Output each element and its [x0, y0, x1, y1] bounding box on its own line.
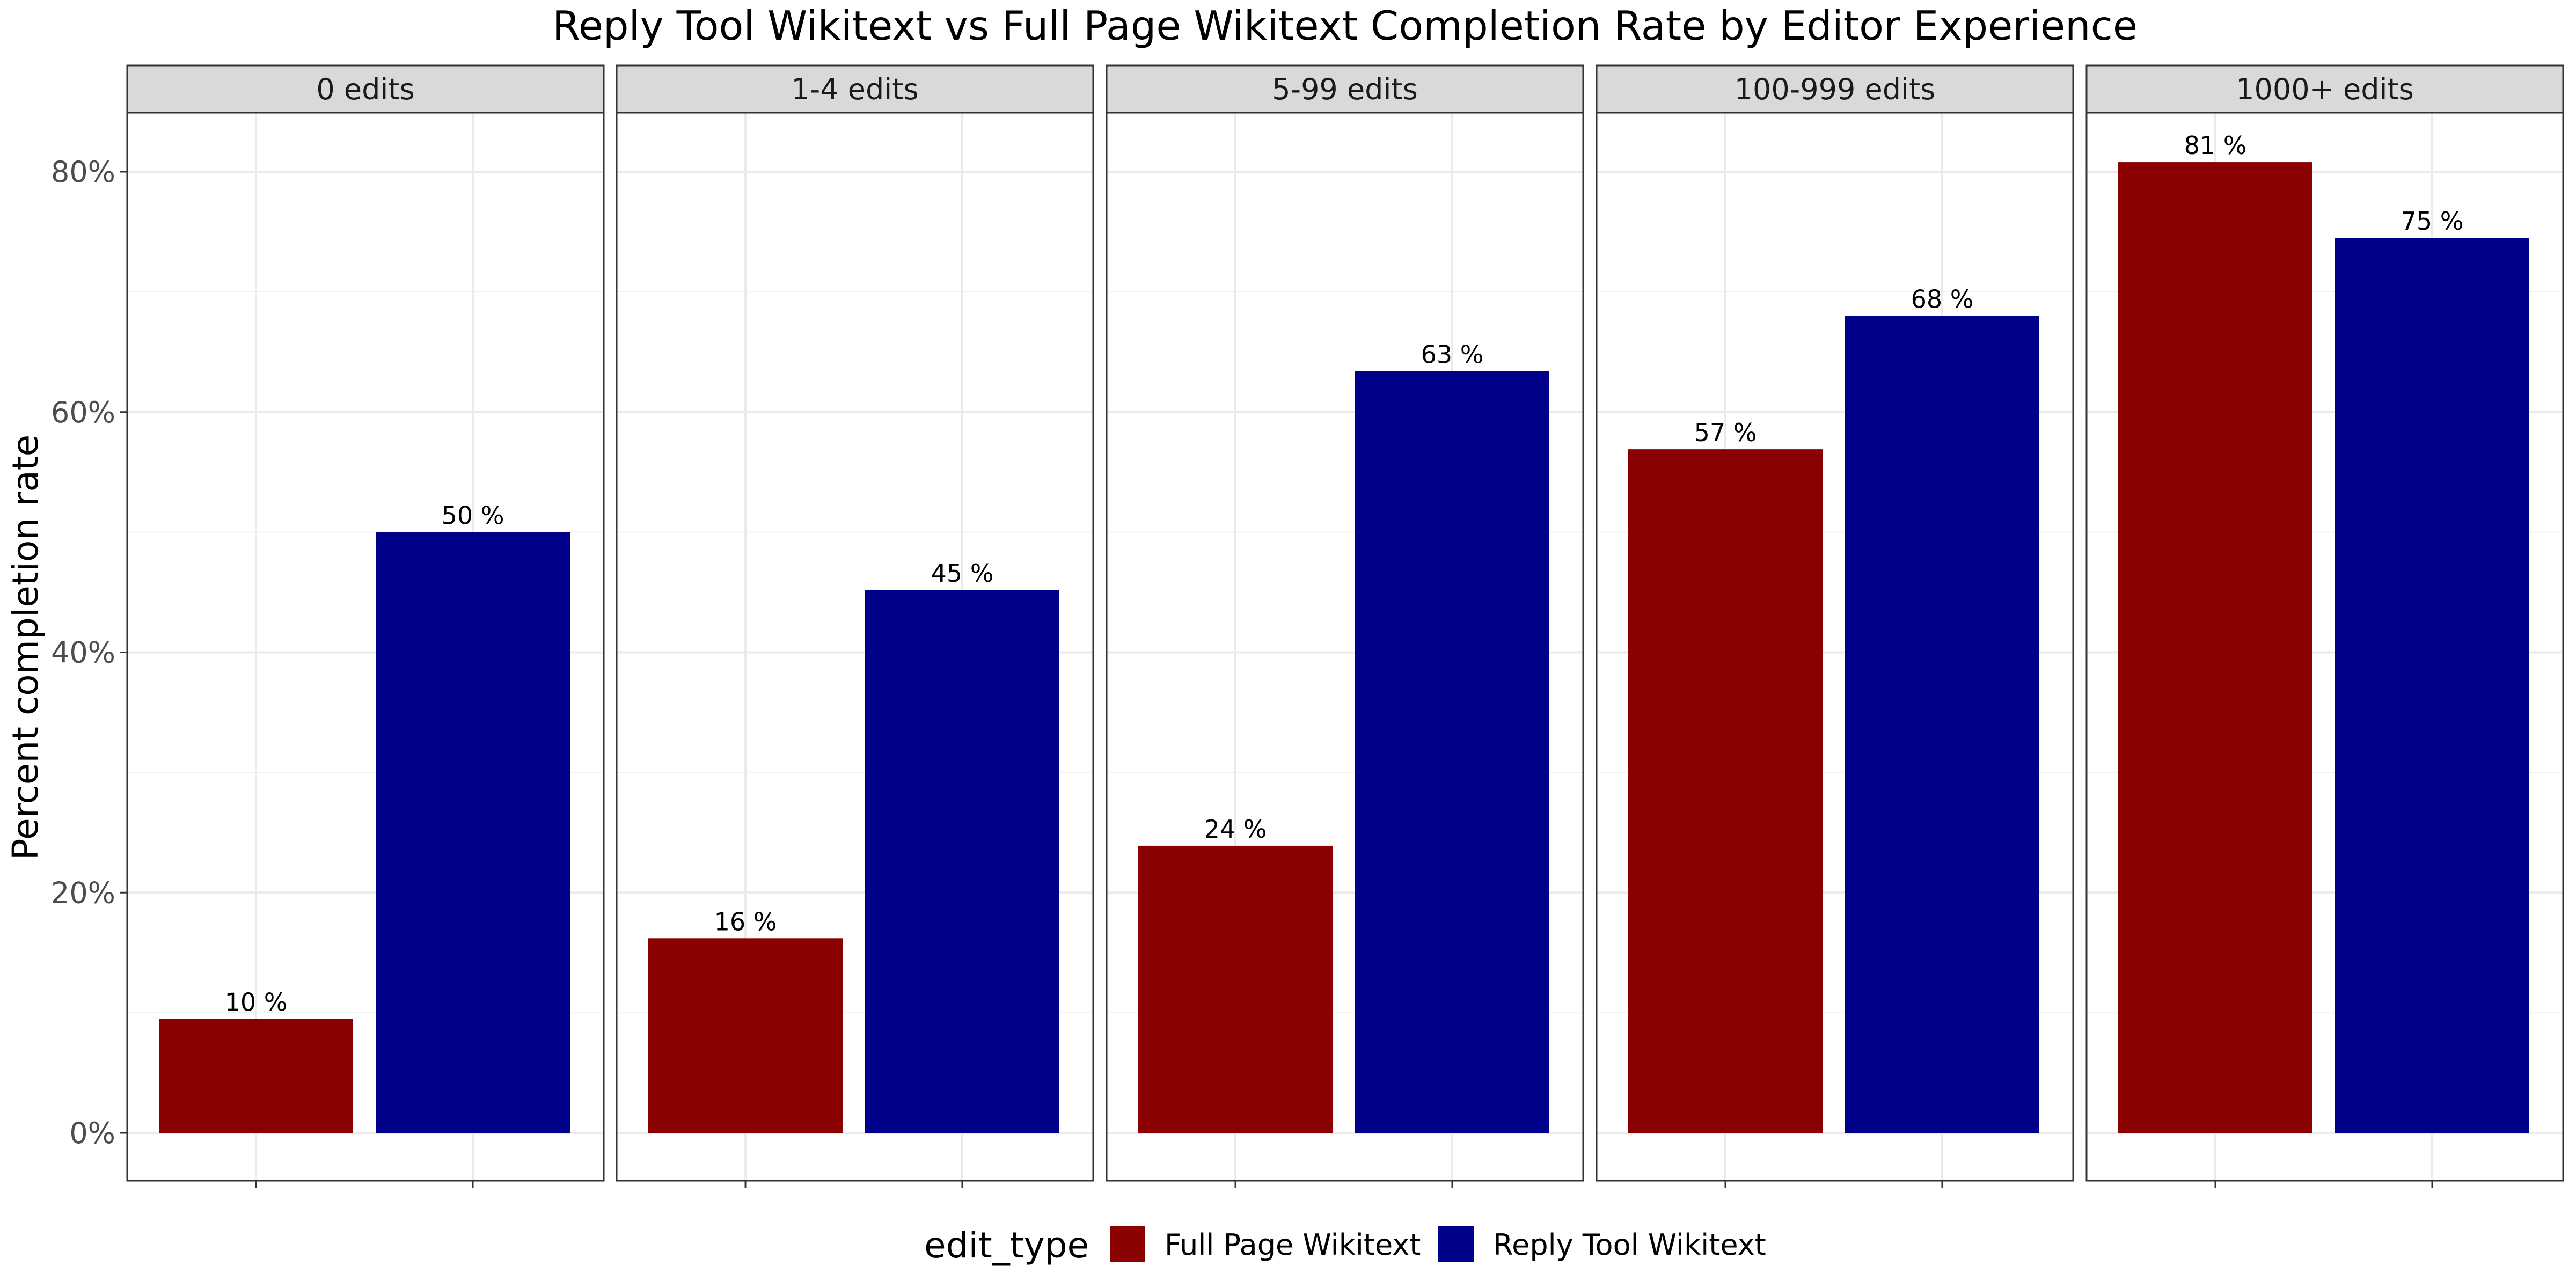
facet-label: 0 edits	[316, 72, 414, 106]
y-tick-label: 80%	[51, 155, 115, 189]
data-label: 24 %	[1204, 815, 1267, 844]
data-label: 75 %	[2401, 207, 2464, 236]
bar	[2335, 238, 2529, 1133]
facet-strip	[616, 64, 1094, 114]
chart-title: Reply Tool Wikitext vs Full Page Wikitex…	[552, 2, 2138, 49]
facet-label: 1-4 edits	[791, 72, 918, 106]
data-label: 45 %	[931, 559, 994, 588]
y-tick-label: 0%	[69, 1116, 115, 1150]
data-label: 63 %	[1421, 340, 1484, 369]
legend-label: Full Page Wikitext	[1165, 1228, 1421, 1262]
legend-label: Reply Tool Wikitext	[1493, 1228, 1766, 1262]
bar	[159, 1019, 353, 1133]
facet-panel: 16 % 45 % 1-4 edits	[616, 64, 1094, 1188]
facet-strip	[1596, 64, 2074, 114]
bar	[1138, 845, 1333, 1133]
bar	[376, 532, 570, 1133]
y-axis-label: Percent completion rate	[5, 435, 46, 860]
data-label: 10 %	[225, 987, 288, 1016]
facet-strip	[1106, 64, 1584, 114]
bar	[1845, 316, 2039, 1133]
bar	[865, 590, 1059, 1133]
legend-key	[1438, 1226, 1474, 1262]
y-tick-label: 60%	[51, 396, 115, 429]
y-axis: 0% 20% 40% 60% 80%	[51, 155, 127, 1150]
bar	[648, 938, 843, 1133]
data-label: 81 %	[2184, 131, 2247, 160]
facet-label: 100-999 edits	[1735, 72, 1936, 106]
facet-panel: 81 % 75 % 1000+ edits	[2085, 64, 2564, 1188]
facet-strip	[2085, 64, 2564, 114]
facet-panels: 10 % 50 % 0 edits 16 % 45 % 1-4 edits 24 % 63 %…	[126, 64, 2564, 1188]
data-label: 16 %	[714, 907, 777, 936]
facet-label: 5-99 edits	[1272, 72, 1418, 106]
legend-title: edit_type	[924, 1225, 1089, 1266]
data-label: 57 %	[1694, 418, 1757, 447]
bar	[1628, 449, 1823, 1133]
facet-strip	[126, 64, 605, 114]
facet-panel: 10 % 50 % 0 edits	[126, 64, 605, 1188]
data-label: 50 %	[442, 501, 504, 530]
facet-label: 1000+ edits	[2236, 72, 2414, 106]
legend-key	[1110, 1226, 1145, 1262]
bar	[2118, 162, 2312, 1133]
y-tick-label: 20%	[51, 876, 115, 910]
legend: edit_type Full Page Wikitext Reply Tool W…	[924, 1225, 1766, 1266]
bar	[1355, 371, 1549, 1133]
data-label: 68 %	[1911, 285, 1974, 314]
y-tick-label: 40%	[51, 636, 115, 670]
facet-panel: 57 % 68 % 100-999 edits	[1596, 64, 2074, 1188]
facet-panel: 24 % 63 % 5-99 edits	[1106, 64, 1584, 1188]
